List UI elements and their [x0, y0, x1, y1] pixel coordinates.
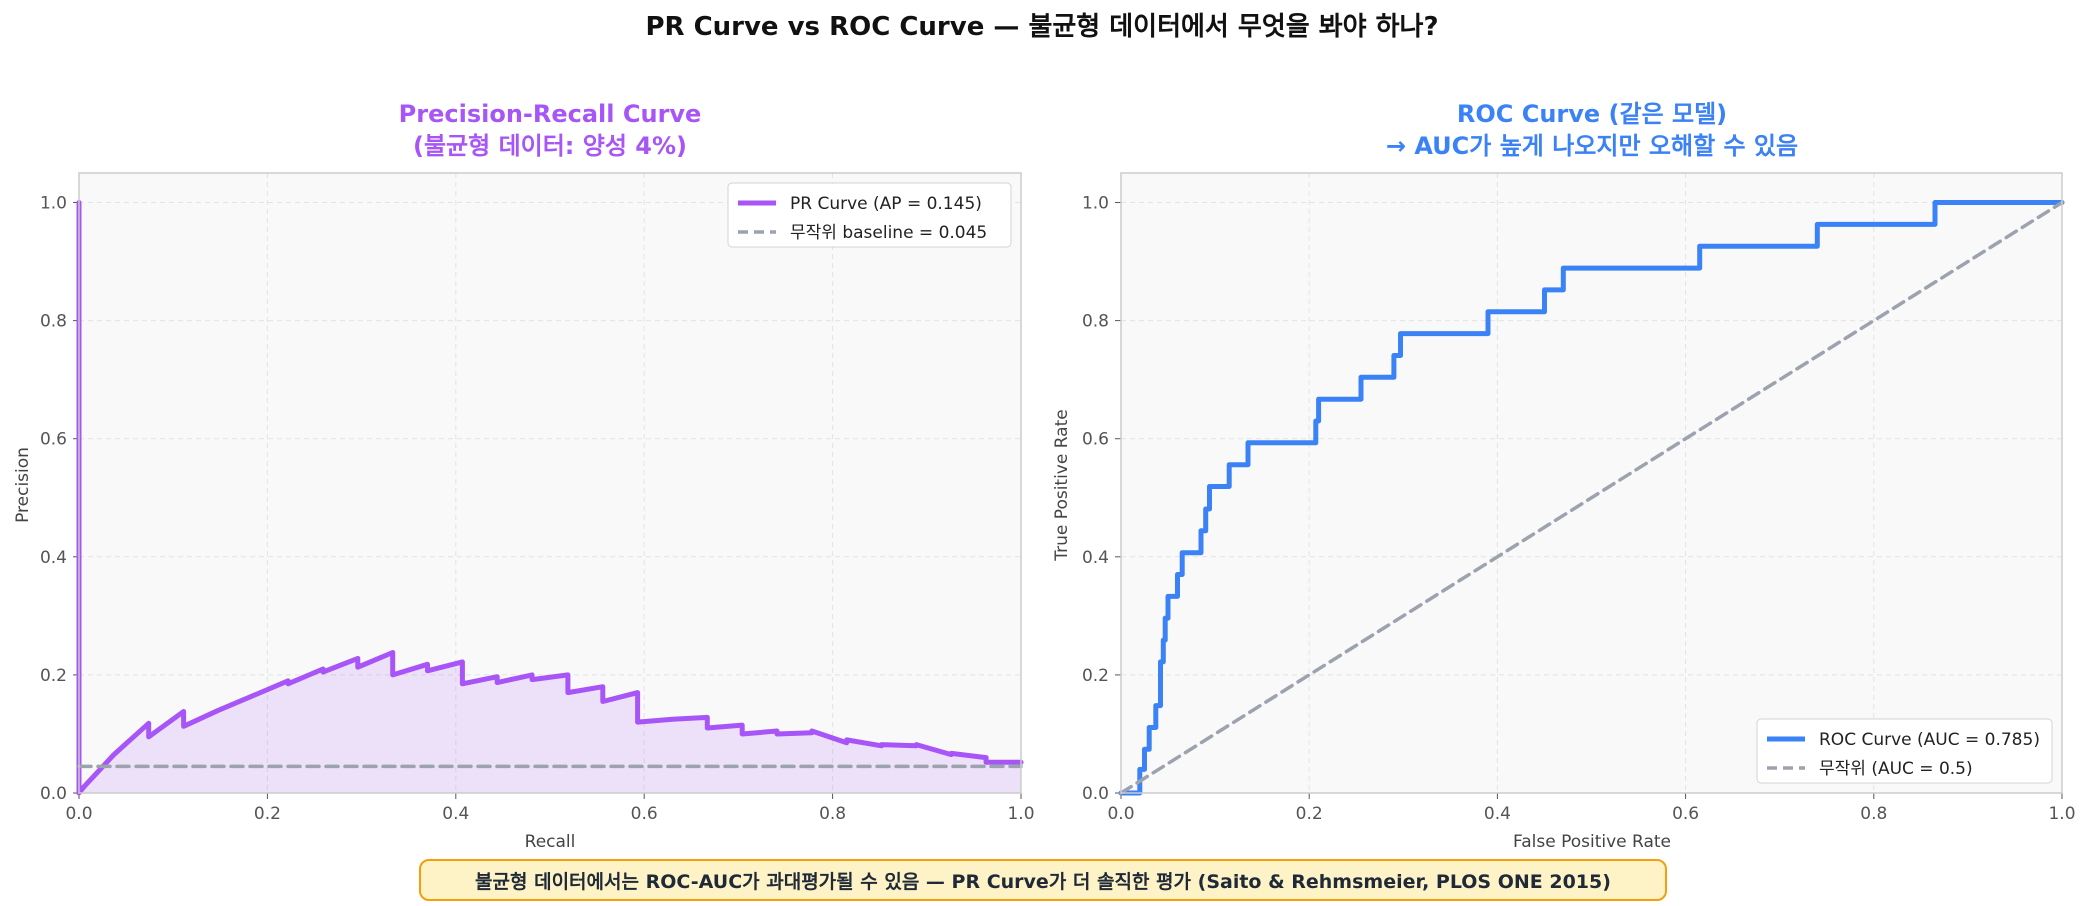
pr-series-fill [79, 202, 1021, 793]
pr-legend: PR Curve (AP = 0.145) 무작위 baseline = 0.04… [727, 182, 1012, 248]
roc-plot-area [1121, 173, 2062, 793]
roc-x-tick-label: 0.6 [1672, 804, 1699, 824]
pr-x-tick-label: 0.6 [631, 804, 658, 824]
pr-legend-label: 무작위 baseline = 0.045 [790, 223, 987, 243]
pr-x-tick-label: 0.0 [65, 804, 92, 824]
footnote-text: 불균형 데이터에서는 ROC-AUC가 과대평가될 수 있음 — PR Curv… [475, 870, 1611, 893]
pr-y-tick-label: 0.4 [40, 548, 67, 568]
pr-chart-title-line1: Precision-Recall Curve [399, 100, 702, 128]
roc-chart: ROC Curve (같은 모델) → AUC가 높게 나오지만 오해할 수 있… [1052, 100, 2076, 852]
pr-y-tick-label: 0.2 [40, 666, 67, 686]
footnote-box: 불균형 데이터에서는 ROC-AUC가 과대평가될 수 있음 — PR Curv… [419, 859, 1667, 901]
pr-y-tick-label: 0.6 [40, 430, 67, 450]
roc-legend: ROC Curve (AUC = 0.785) 무작위 (AUC = 0.5) [1756, 718, 2053, 784]
roc-y-tick-label: 1.0 [1082, 194, 1109, 214]
pr-chart: Precision-Recall Curve (불균형 데이터: 양성 4%) … [13, 100, 1035, 852]
roc-x-tick-label: 0.0 [1107, 804, 1134, 824]
pr-x-tick-label: 0.2 [254, 804, 281, 824]
roc-chart-title-line2: → AUC가 높게 나오지만 오해할 수 있음 [1386, 132, 1798, 160]
roc-x-tick-label: 0.8 [1860, 804, 1887, 824]
roc-y-tick-label: 0.4 [1082, 548, 1109, 568]
roc-legend-box [1756, 718, 2053, 784]
roc-baseline-line [1119, 200, 2064, 795]
pr-x-tick-label: 1.0 [1007, 804, 1034, 824]
roc-chart-title-line1: ROC Curve (같은 모델) [1457, 100, 1727, 128]
pr-x-tick-label: 0.4 [442, 804, 469, 824]
suptitle: PR Curve vs ROC Curve — 불균형 데이터에서 무엇을 봐야… [645, 12, 1438, 42]
roc-curve-line [1118, 200, 2065, 796]
roc-plot-frame [1120, 172, 2063, 794]
roc-y-tick-label: 0.6 [1082, 430, 1109, 450]
roc-x-tick-label: 0.2 [1296, 804, 1323, 824]
roc-y-axis-label: True Positive Rate [1052, 409, 1072, 561]
pr-chart-title-line2: (불균형 데이터: 양성 4%) [413, 132, 687, 160]
roc-legend-label: 무작위 (AUC = 0.5) [1819, 759, 1973, 779]
pr-plot-frame [78, 172, 1022, 794]
roc-y-tick-label: 0.0 [1082, 784, 1109, 804]
roc-y-tick-label: 0.2 [1082, 666, 1109, 686]
pr-plot-area [79, 173, 1021, 793]
pr-y-axis-label: Precision [13, 447, 33, 523]
pr-legend-box [727, 182, 1012, 248]
pr-y-tick-label: 0.8 [40, 312, 67, 332]
pr-curve-line [76, 200, 1024, 796]
pr-y-tick-label: 0.0 [40, 784, 67, 804]
pr-legend-label: PR Curve (AP = 0.145) [790, 194, 982, 214]
roc-x-tick-label: 0.4 [1484, 804, 1511, 824]
pr-x-axis-label: Recall [525, 832, 576, 852]
pr-x-tick-label: 0.8 [819, 804, 846, 824]
roc-x-tick-label: 1.0 [2048, 804, 2075, 824]
roc-x-axis-label: False Positive Rate [1513, 832, 1671, 852]
pr-y-tick-label: 1.0 [40, 194, 67, 214]
roc-y-tick-label: 0.8 [1082, 312, 1109, 332]
roc-legend-label: ROC Curve (AUC = 0.785) [1819, 730, 2040, 750]
